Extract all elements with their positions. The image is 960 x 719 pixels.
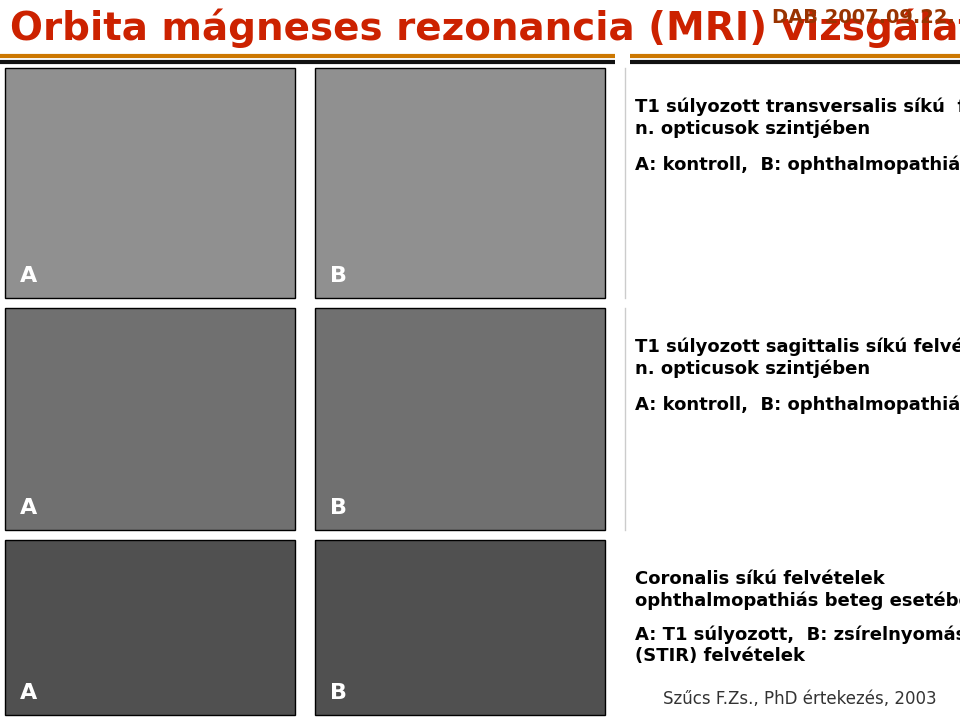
Text: B: B	[330, 498, 347, 518]
Text: A: kontroll,  B: ophthalmopathiás: A: kontroll, B: ophthalmopathiás	[635, 156, 960, 175]
Text: A: kontroll,  B: ophthalmopathiás: A: kontroll, B: ophthalmopathiás	[635, 396, 960, 414]
Text: T1 súlyozott transversalis síkú  felvétel: T1 súlyozott transversalis síkú felvétel	[635, 98, 960, 116]
Text: Szűcs F.Zs., PhD értekezés, 2003: Szűcs F.Zs., PhD értekezés, 2003	[663, 690, 937, 708]
Text: B: B	[330, 266, 347, 286]
Text: ophthalmopathiás beteg esetében: ophthalmopathiás beteg esetében	[635, 592, 960, 610]
Text: A: A	[20, 683, 37, 703]
Text: A: A	[20, 498, 37, 518]
Text: Orbita mágneses rezonancia (MRI) vizsgálata: Orbita mágneses rezonancia (MRI) vizsgál…	[10, 8, 960, 47]
Bar	[315, 308, 605, 530]
Text: A: T1 súlyozott,  B: zsírelnyomásos: A: T1 súlyozott, B: zsírelnyomásos	[635, 625, 960, 644]
Text: (STIR) felvételek: (STIR) felvételek	[635, 647, 805, 665]
Text: B: B	[330, 683, 347, 703]
Text: Coronalis síkú felvételek: Coronalis síkú felvételek	[635, 570, 885, 588]
Bar	[315, 540, 605, 715]
Bar	[5, 68, 295, 298]
Text: n. opticusok szintjében: n. opticusok szintjében	[635, 120, 870, 139]
Text: DAB 2007.09.22.: DAB 2007.09.22.	[772, 8, 955, 27]
Text: T1 súlyozott sagittalis síkú felvétel: T1 súlyozott sagittalis síkú felvétel	[635, 338, 960, 357]
Text: n. opticusok szintjében: n. opticusok szintjében	[635, 360, 870, 378]
Bar	[5, 308, 295, 530]
Bar	[315, 68, 605, 298]
Text: A: A	[20, 266, 37, 286]
Bar	[5, 540, 295, 715]
